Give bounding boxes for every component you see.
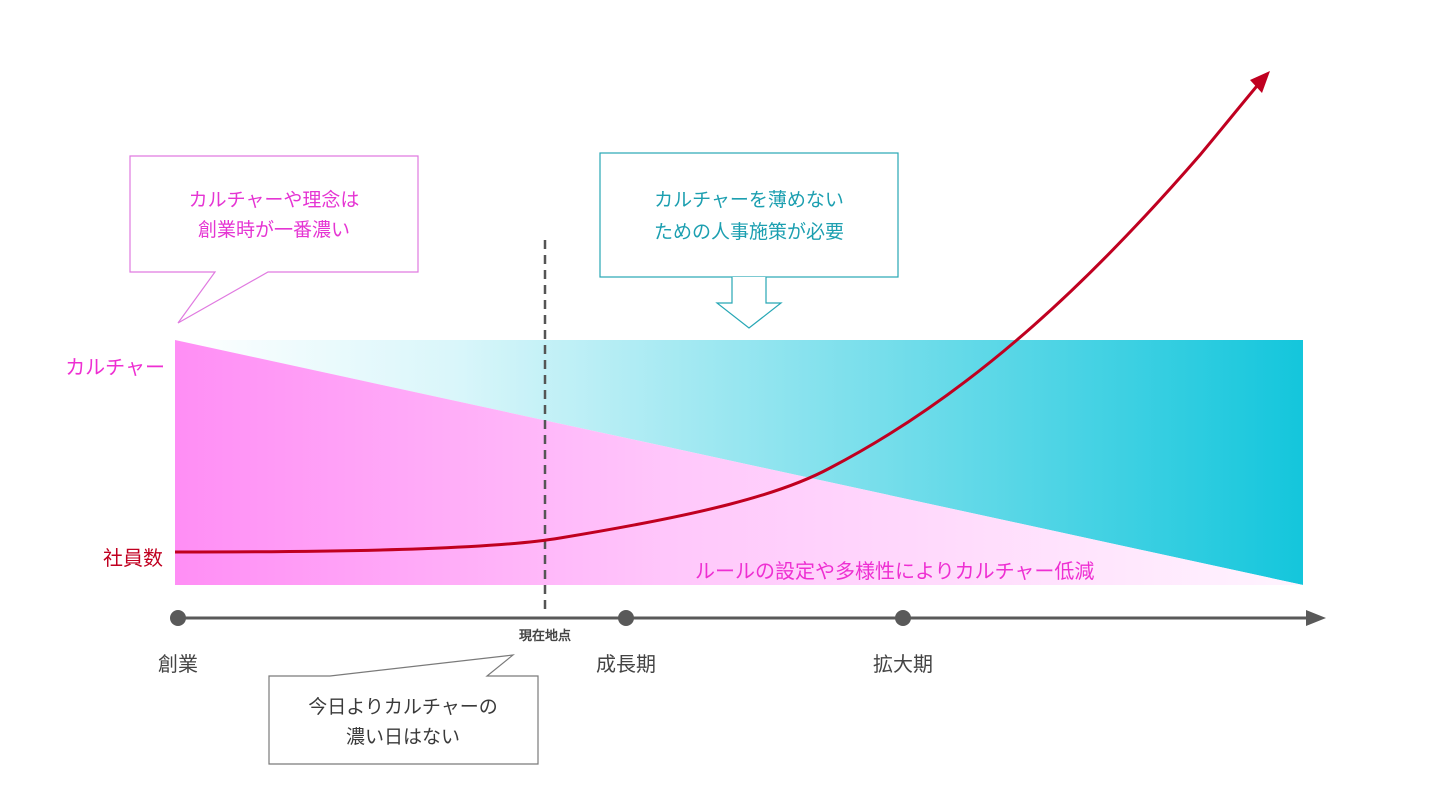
employee-growth-curve: [174, 79, 1264, 554]
callout-right-box: [599, 152, 899, 278]
callout-left-line1: カルチャーや理念は: [189, 188, 360, 211]
timeline-dot-expansion: [895, 610, 911, 626]
timeline-dot-founding: [170, 610, 186, 626]
stage-growth: 成長期: [596, 652, 656, 676]
culture-band: [175, 340, 1303, 585]
callout-right-line2: ための人事施策が必要: [654, 221, 844, 243]
timeline-arrowhead: [1306, 610, 1326, 626]
current-point-label: 現在地点: [519, 628, 571, 644]
callout-bottom-line1: 今日よりカルチャーの: [308, 696, 497, 718]
callout-left-line2: 創業時が一番濃い: [198, 219, 350, 241]
stage-expansion: 拡大期: [873, 652, 933, 676]
employees-label: 社員数: [103, 546, 163, 570]
stage-founding: 創業: [158, 652, 198, 676]
growth-arrowhead: [1250, 71, 1270, 93]
culture-label: カルチャー: [65, 355, 165, 379]
callout-bottom-line2: 濃い日はない: [346, 726, 460, 748]
callout-right-down-arrow: [715, 277, 783, 329]
culture-reduction-note: ルールの設定や多様性によりカルチャー低減: [695, 559, 1094, 583]
callout-left-box: [129, 155, 419, 324]
callout-bottom-box: [268, 654, 539, 765]
callout-right-line1: カルチャーを薄めない: [654, 189, 844, 211]
timeline-dot-growth: [618, 610, 634, 626]
